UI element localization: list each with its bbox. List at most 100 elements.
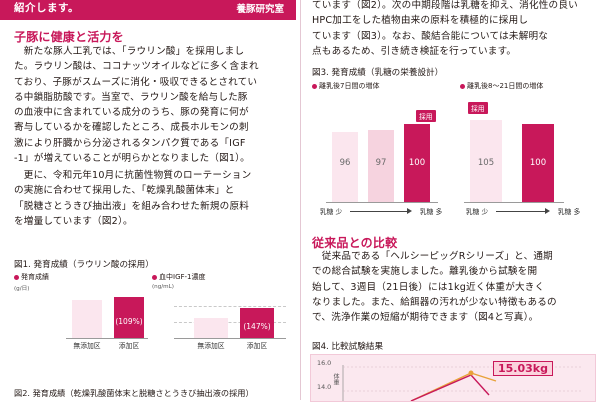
right-paragraph-top: ています（図2）。次の中期段階は乳糖を抑え、消化性の良い HPC加工をした植物由… [312,0,578,59]
bar-value-label: 97 [375,158,387,168]
figure-2-title: 図2. 発育成績（乾燥乳酸菌体末と脱糖さとうきび抽出液の採用） [14,388,254,398]
left-paragraph-2: 更に、令和元年10月に抗菌性物質のローテーション の実施に合わせて採用した、「乾… [14,168,251,229]
bar-high-lactose [522,124,554,202]
legend-label: 離乳後8～21日間の増体 [467,82,544,90]
y-axis-label: 体重 [332,373,339,385]
text-line: 点もあるため、引き続き検証を行っています。 [312,45,517,57]
arrow-line [496,211,546,212]
right-paragraph-2: 従来品である「ヘルシーピッグRシリーズ」と、通期 での総合試験を実施しました。離… [312,249,557,325]
bar-low-lactose [470,120,502,202]
bar-value-label: 100 [529,158,547,168]
series-line-new [410,374,490,401]
text-line: ています（図2）。次の中期段階は乳糖を抑え、消化性の良い [312,0,578,11]
bar-value-label: (147%) [243,322,271,331]
x-axis [326,202,438,203]
bar-value-label: (109%) [115,317,143,326]
bar-value-label: 96 [339,158,351,168]
figure-3a-chart: 離乳後7日間の増体 採用 96 97 100 乳糖 少 乳糖 多 [312,80,456,220]
text-line: の血液中に含まれている成分のうち、豚の発育に何が [14,107,249,119]
figure-1b-chart: 血中IGF-1濃度 (ng/mL) (147%) 無添加区 添加区 [152,270,292,352]
legend-8-21day: 離乳後8～21日間の増体 [460,81,543,91]
arrow-end-label: 乳糖 多 [557,208,581,216]
text-line: 始して、3週目（21日後）には1kg近く体重が大きく [312,281,545,293]
text-line: 激により肝臓から分泌されるタンパク質である「IGF [14,137,246,149]
text-line: 新たな豚人工乳では、「ラウリン酸」を採用しまし [14,46,245,57]
left-paragraph-1: 新たな豚人工乳では、「ラウリン酸」を採用しまし た。ラウリン酸は、ココナッツオイ… [14,44,259,166]
arrow-right-icon [545,208,550,214]
legend-growth: 発育成績 [14,272,49,282]
data-point [468,370,474,376]
text-line: HPC加工をした植物由来の原料を積極的に採用し [312,15,529,27]
text-line: を増量しています（図2）。 [14,215,133,227]
section-heading-comparison: 従来品との比較 [312,236,398,250]
bar-low-lactose [332,132,358,202]
bar-value-label: 100 [408,158,426,168]
legend-7day: 離乳後7日間の増体 [312,81,379,91]
axis-unit: (g/日) [14,286,30,292]
category-label: 無添加区 [73,342,101,350]
legend-igf1: 血中IGF-1濃度 [152,272,206,282]
text-line: で、洗浄作業の短縮が期待できます（図4と写真）。 [312,312,539,324]
header-band: 紹介します。 養豚研究室 [0,0,296,20]
bar-high-lactose [404,124,430,202]
bar-mid-lactose [368,130,394,202]
legend-dot-icon [312,83,317,89]
text-line: 「脱糖さとうきび抽出液」を組み合わせた新規の原料 [14,200,250,212]
gridline [174,322,286,323]
text-line: ており、子豚がスムーズに消化・吸収できるとされてい [14,76,258,88]
arrow-end-label: 乳糖 多 [419,208,443,216]
category-label: 添加区 [118,342,140,350]
category-label: 無添加区 [197,342,225,350]
x-axis [174,338,286,339]
text-line: なりました。また、給餌器の汚れが少ない特徴もあるの [312,296,557,308]
text-line: 更に、令和元年10月に抗菌性物質のローテーション [14,170,252,181]
figure-4-chart: 16.0 14.0 体重 15.03kg [310,354,596,402]
bar-treated [240,308,274,338]
legend-label: 血中IGF-1濃度 [159,273,206,281]
left-column: 紹介します。 養豚研究室 子豚に健康と活力を 新たな豚人工乳では、「ラウリン酸」… [0,0,296,400]
bar-control [72,300,102,338]
text-line: の実施に合わせて採用した、「乾燥乳酸菌体末」と [14,185,235,197]
legend-dot-icon [460,83,465,89]
axis-unit: (ng/mL) [152,284,174,290]
lab-name: 養豚研究室 [236,4,284,15]
text-line: -1」が増えていることが明らかとなりました（図1）。 [14,153,250,165]
arrow-start-label: 乳糖 少 [319,208,343,216]
x-axis [66,338,148,339]
header-band-text: 紹介します。 [14,2,79,14]
category-label: 添加区 [246,342,268,350]
text-line: る中鎖脂肪酸です。当室で、ラウリン酸を給与した豚 [14,91,248,103]
figure-1a-chart: 発育成績 (g/日) (109%) 無添加区 添加区 [14,270,148,352]
bar-control [194,318,228,338]
text-line: 従来品である「ヘルシーピッグRシリーズ」と、通期 [312,251,553,262]
text-line: た。ラウリン酸は、ココナッツオイルなどに多く含まれ [14,61,259,73]
arrow-start-label: 乳糖 少 [465,208,489,216]
y-tick-label: 14.0 [317,383,332,391]
x-axis [464,202,564,203]
section-heading-health: 子豚に健康と活力を [14,30,124,44]
text-line: 寄与しているかを確認したところ、成長ホルモンの刺 [14,122,249,134]
adopted-badge: 採用 [416,110,436,122]
text-line: での総合試験を実施しました。離乳後から試験を開 [312,266,538,278]
legend-dot-icon [14,274,19,280]
figure-3-title: 図3. 発育成績（乳糖の栄養設計） [312,68,444,78]
bar-treated [114,297,144,338]
column-divider [300,0,301,400]
figure-4-title: 図4. 比較試験結果 [312,342,384,352]
legend-label: 離乳後7日間の増体 [319,82,380,90]
arrow-line [350,211,408,212]
bar-value-label: 105 [477,158,495,168]
right-column: ています（図2）。次の中期段階は乳糖を抑え、消化性の良い HPC加工をした植物由… [304,0,600,400]
legend-dot-icon [152,274,157,280]
legend-label: 発育成績 [21,273,49,281]
figure-4-plot [342,365,581,401]
arrow-right-icon [407,208,412,214]
y-tick-label: 16.0 [317,359,332,367]
adopted-badge: 採用 [468,102,488,114]
weight-callout: 15.03kg [493,361,553,376]
gridline [174,306,286,307]
figure-3b-chart: 離乳後8～21日間の増体 採用 105 100 乳糖 少 乳糖 多 [460,80,596,220]
figure-1-title: 図1. 発育成績（ラウリン酸の採用） [14,260,154,270]
series-line-conventional [410,372,497,401]
text-line: ています（図3）。なお、酸結合能については未解明な [312,30,549,42]
